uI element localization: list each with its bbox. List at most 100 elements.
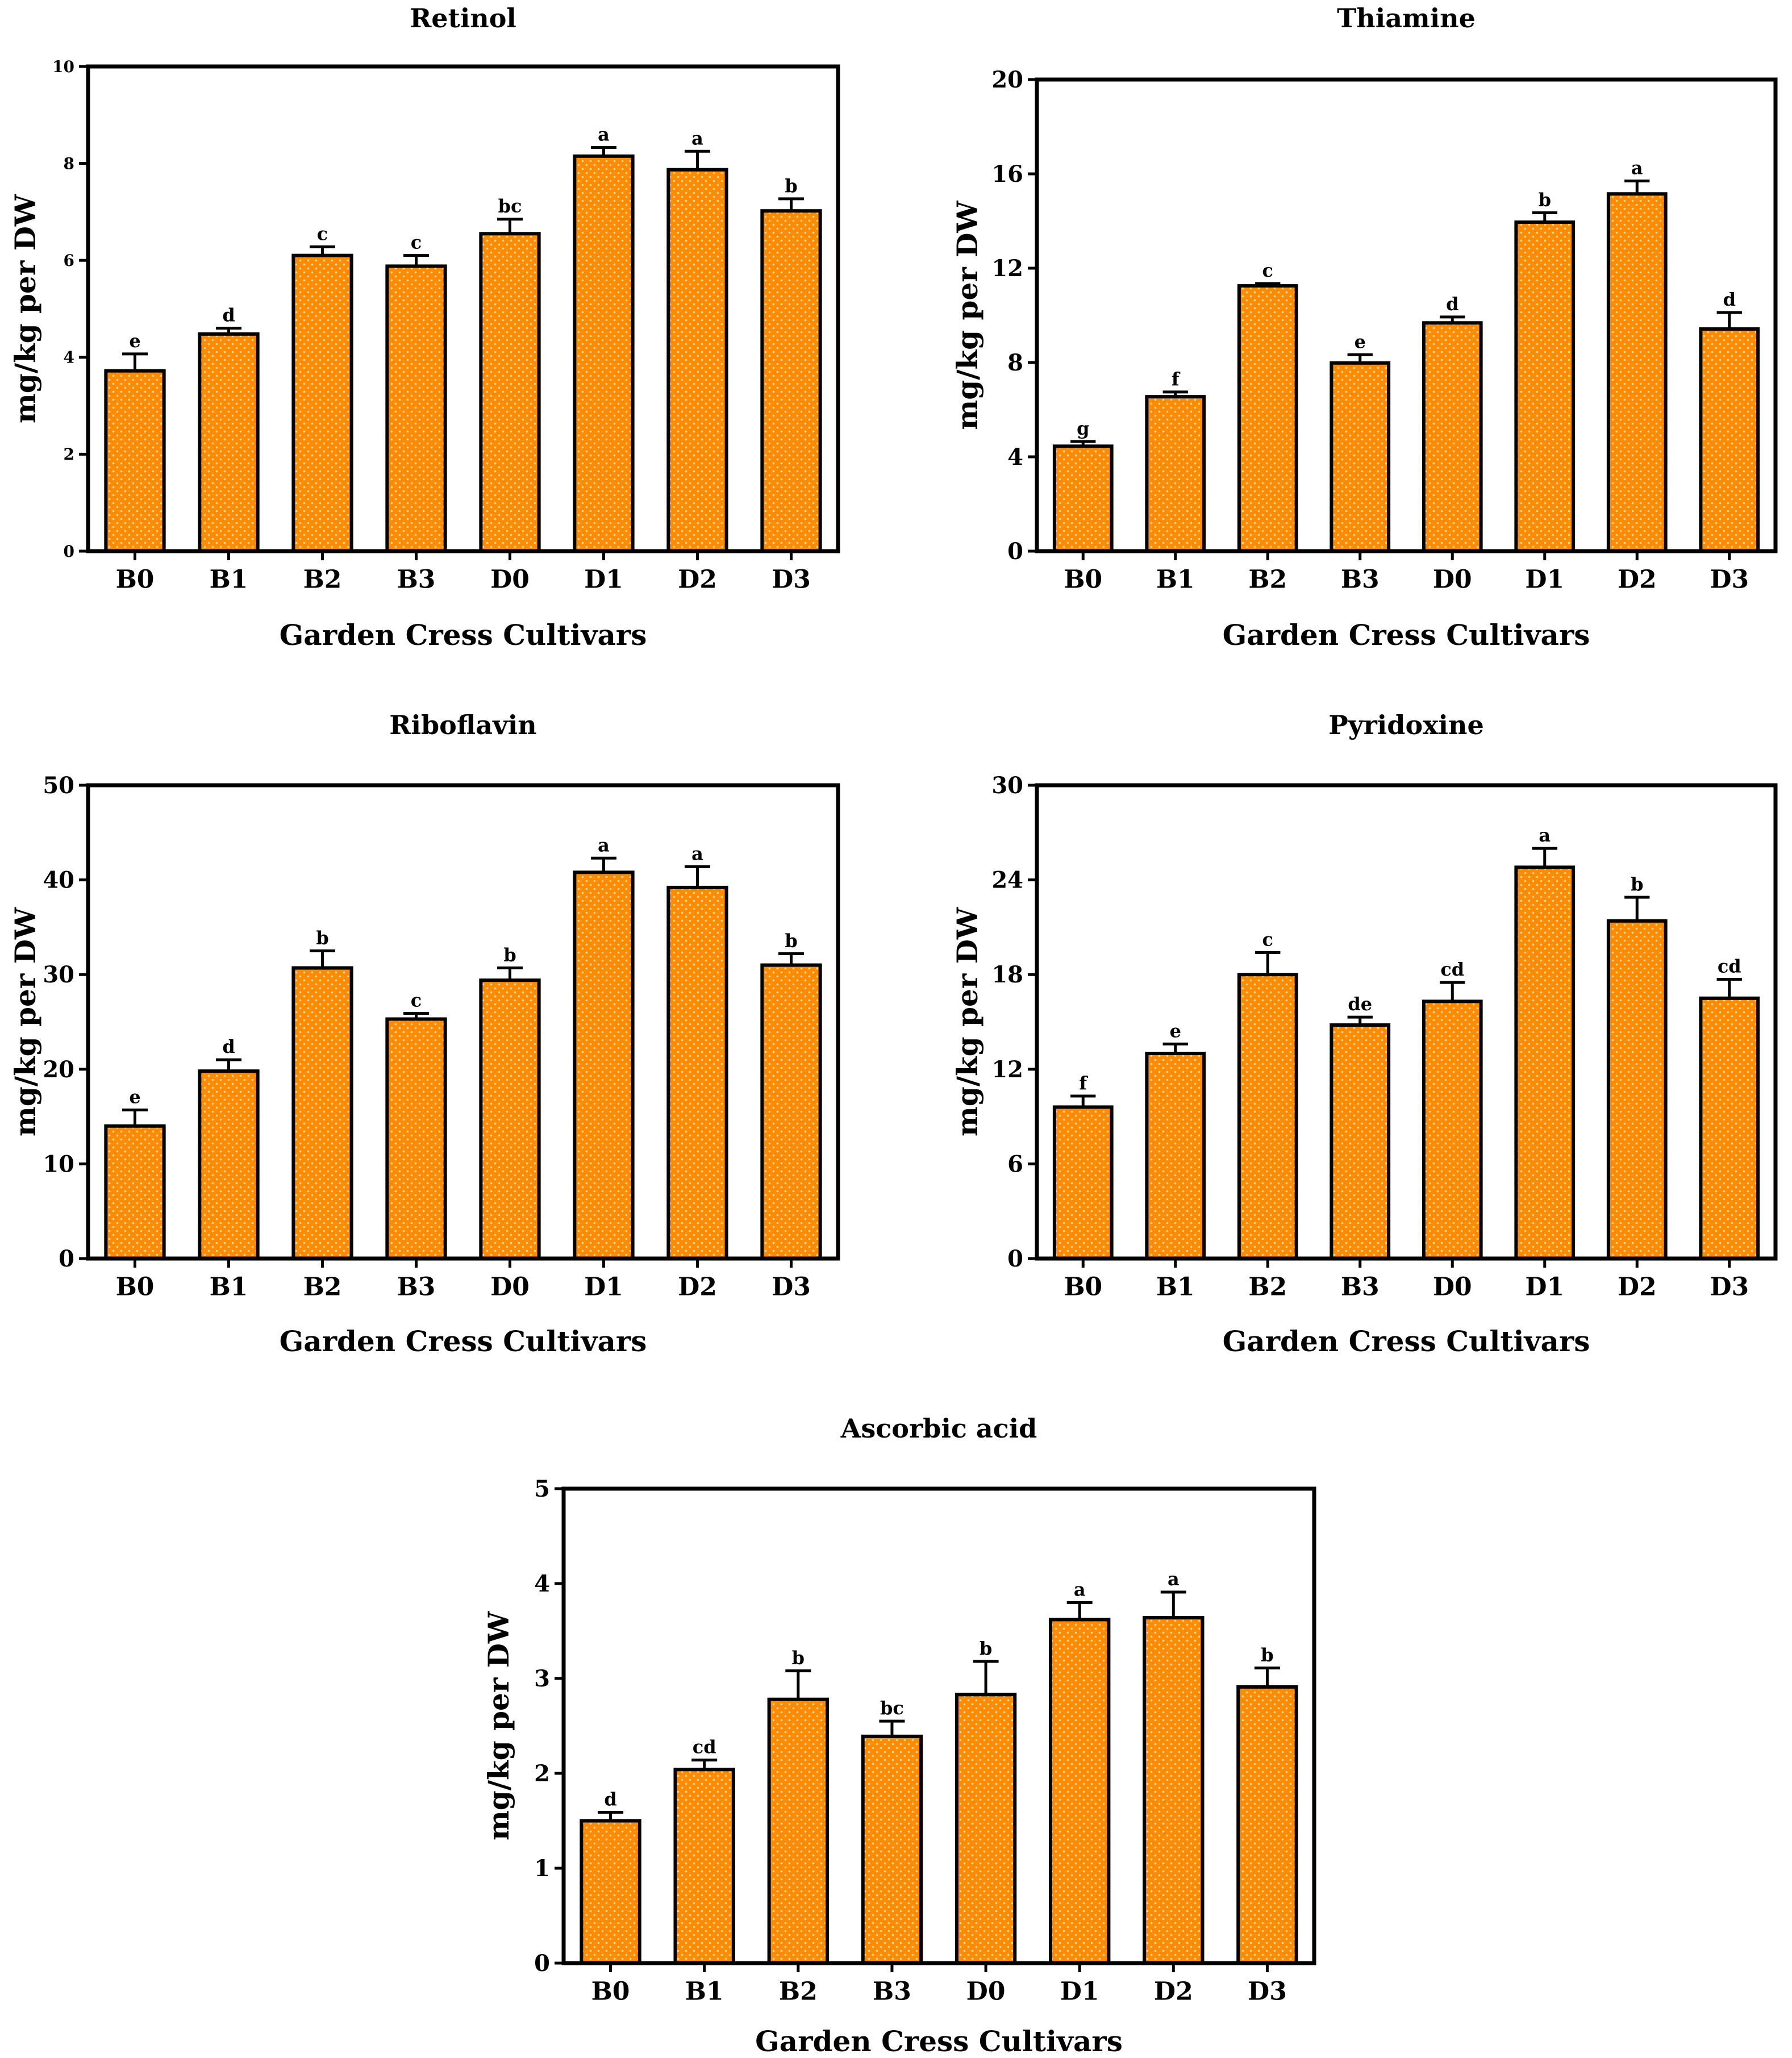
significance-letter: d: [222, 1036, 235, 1057]
bar: [1048, 1618, 1111, 1965]
y-axis-label: mg/kg per DW: [9, 907, 42, 1136]
plot-frame: [86, 783, 840, 1261]
significance-letter: a: [598, 123, 610, 145]
x-tick-label: B1: [210, 1272, 248, 1301]
significance-letter: g: [1077, 418, 1089, 439]
x-tick-label: D1: [1525, 565, 1564, 594]
x-tick-label: B3: [397, 565, 436, 594]
bar: [1606, 919, 1668, 1260]
significance-letter: b: [980, 1638, 992, 1659]
y-tick-label: 30: [991, 772, 1023, 799]
bar: [573, 154, 635, 553]
significance-letter: d: [604, 1788, 616, 1810]
x-axis-label: Garden Cress Cultivars: [280, 1324, 647, 1358]
plot-frame: [561, 1486, 1316, 1965]
bar: [104, 369, 166, 553]
panel-thiamine: Thiamine 0 4 8 12 16 20 g B0 f B1 c B2 e B3 d D0 b D1 a D2 d D…: [951, 3, 1778, 652]
bar: [760, 209, 822, 553]
bar: [673, 1768, 735, 1965]
bar: [291, 253, 353, 553]
significance-letter: d: [1446, 293, 1458, 315]
x-tick-label: D3: [772, 1272, 811, 1301]
significance-letter: e: [1355, 331, 1366, 352]
x-tick-label: B1: [1156, 1272, 1195, 1301]
y-tick-label: 4: [64, 348, 74, 367]
x-tick-label: D3: [1710, 565, 1749, 594]
significance-letter: e: [129, 330, 140, 352]
significance-letter: e: [129, 1086, 140, 1107]
bar: [1052, 1105, 1114, 1260]
x-tick-label: D0: [1433, 1272, 1472, 1301]
x-tick-label: D3: [772, 565, 811, 594]
y-tick-label: 4: [534, 1570, 550, 1597]
y-tick-label: 0: [64, 542, 74, 561]
bar: [1145, 395, 1206, 553]
significance-letter: d: [222, 305, 235, 326]
x-axis-label: Garden Cress Cultivars: [280, 618, 647, 652]
y-tick-label: 6: [64, 251, 74, 270]
x-tick-label: B0: [116, 1272, 155, 1301]
significance-letter: cd: [1440, 959, 1464, 980]
bar: [760, 963, 822, 1261]
significance-letter: a: [1539, 824, 1551, 846]
significance-letter: de: [1348, 993, 1372, 1015]
bar: [385, 264, 447, 553]
bar: [198, 332, 260, 553]
x-tick-label: B0: [591, 1977, 630, 2006]
x-tick-label: D1: [1525, 1272, 1564, 1301]
significance-letter: b: [1539, 189, 1551, 210]
plot-frame: [86, 64, 840, 553]
significance-letter: cd: [1718, 956, 1741, 977]
significance-letter: a: [691, 843, 703, 864]
significance-letter: b: [792, 1647, 805, 1669]
bar: [1422, 321, 1483, 553]
significance-letter: b: [503, 944, 516, 966]
x-tick-label: D0: [1433, 565, 1472, 594]
y-axis-label: mg/kg per DW: [482, 1611, 515, 1840]
bar: [1237, 973, 1298, 1260]
x-tick-label: B0: [116, 565, 155, 594]
significance-letter: f: [1172, 368, 1181, 390]
x-tick-label: B3: [1341, 565, 1380, 594]
x-tick-label: B2: [303, 1272, 342, 1301]
bar: [1236, 1685, 1298, 1965]
significance-letter: a: [1074, 1578, 1086, 1600]
bar: [1145, 1052, 1206, 1260]
y-tick-label: 0: [59, 1245, 74, 1272]
x-tick-label: D2: [1618, 1272, 1657, 1301]
x-tick-label: B0: [1064, 1272, 1102, 1301]
x-axis-label: Garden Cress Cultivars: [755, 2024, 1123, 2058]
x-axis-label: Garden Cress Cultivars: [1223, 1324, 1590, 1358]
x-tick-label: D0: [490, 1272, 530, 1301]
significance-letter: c: [411, 232, 422, 253]
y-tick-label: 8: [1007, 349, 1023, 376]
y-tick-label: 20: [43, 1056, 74, 1083]
bar: [1052, 444, 1114, 553]
chart-title: Riboflavin: [389, 710, 536, 740]
y-tick-label: 5: [534, 1476, 550, 1502]
x-tick-label: D2: [678, 1272, 717, 1301]
y-tick-label: 12: [991, 255, 1023, 282]
significance-letter: d: [1723, 289, 1736, 310]
y-tick-label: 50: [43, 772, 74, 799]
significance-letter: bc: [880, 1697, 904, 1719]
significance-letter: a: [1631, 157, 1643, 178]
panel-pyridoxine: Pyridoxine 0 6 12 18 24 30 f B0 e B1 c B2 de B3 cd D0 a D1…: [951, 710, 1778, 1358]
significance-letter: f: [1079, 1072, 1088, 1094]
x-tick-label: D3: [1248, 1977, 1287, 2006]
significance-letter: b: [1261, 1644, 1273, 1666]
y-tick-label: 3: [534, 1665, 550, 1692]
bar: [580, 1819, 641, 1965]
x-tick-label: B3: [1341, 1272, 1380, 1301]
y-tick-label: 8: [64, 154, 74, 173]
significance-letter: b: [785, 930, 797, 952]
x-axis-label: Garden Cress Cultivars: [1223, 618, 1590, 652]
x-tick-label: B0: [1064, 565, 1102, 594]
y-tick-label: 10: [52, 57, 74, 76]
significance-letter: a: [598, 834, 610, 856]
y-tick-label: 0: [1007, 538, 1023, 565]
panel-riboflavin: Riboflavin 0 10 20 30 40 50 e B0 d B1 b B2 c B3 b D0 a D1 a…: [9, 710, 840, 1358]
bar: [1606, 192, 1668, 553]
y-tick-label: 30: [43, 961, 74, 988]
significance-letter: a: [691, 127, 703, 149]
